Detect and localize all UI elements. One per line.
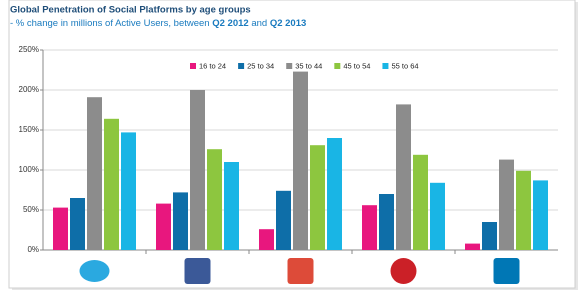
legend-label: 16 to 24: [199, 61, 226, 70]
legend-swatch: [382, 63, 389, 69]
bar: [70, 198, 85, 250]
legend-swatch: [286, 63, 293, 69]
legend-swatch: [334, 63, 341, 69]
subtitle-part: Q2 2012: [212, 18, 248, 29]
y-tick-label: 150%: [19, 125, 39, 134]
bar: [413, 154, 428, 250]
icon: [493, 258, 520, 284]
icon: [287, 258, 314, 284]
chart-subtitle: - % change in millions of Active Users, …: [10, 18, 306, 29]
subtitle-part: Q2 2013: [270, 18, 306, 29]
bar: [499, 159, 514, 250]
bar: [516, 170, 531, 250]
y-tick-label: 250%: [19, 45, 39, 54]
bar: [310, 145, 325, 250]
bar: [87, 97, 102, 250]
bar: [482, 222, 497, 250]
chart-title: Global Penetration of Social Platforms b…: [10, 5, 251, 16]
legend-swatch: [190, 63, 196, 69]
legend-label: 25 to 34: [247, 61, 274, 70]
icon: [184, 258, 211, 284]
bar: [224, 162, 239, 250]
bar: [190, 90, 205, 250]
legend-label: 55 to 64: [391, 61, 418, 70]
bar: [465, 243, 480, 250]
bar: [104, 118, 119, 250]
bar: [259, 229, 274, 250]
legend-swatch: [238, 63, 245, 69]
bar: [293, 71, 308, 250]
bar: [430, 182, 445, 250]
y-tick-label: 50%: [23, 205, 39, 214]
bar: [156, 203, 171, 250]
y-tick-label: 100%: [19, 165, 39, 174]
subtitle-part: - % change in millions of Active Users, …: [10, 18, 212, 29]
legend-label: 45 to 54: [343, 61, 370, 70]
bar: [276, 190, 291, 250]
legend-label: 35 to 44: [295, 61, 322, 70]
bar: [327, 138, 342, 250]
icon: [390, 258, 417, 284]
bar: [396, 104, 411, 251]
icon: [79, 260, 110, 282]
frame: [8, 0, 576, 289]
subtitle-part: and: [249, 18, 270, 29]
bar: [533, 180, 548, 250]
y-tick-label: 0%: [27, 245, 39, 254]
bar: [173, 192, 188, 250]
y-tick-label: 200%: [19, 85, 39, 94]
bar: [121, 132, 136, 250]
bar: [379, 194, 394, 250]
bar: [207, 149, 222, 250]
bar: [53, 207, 68, 250]
bar: [362, 205, 377, 250]
